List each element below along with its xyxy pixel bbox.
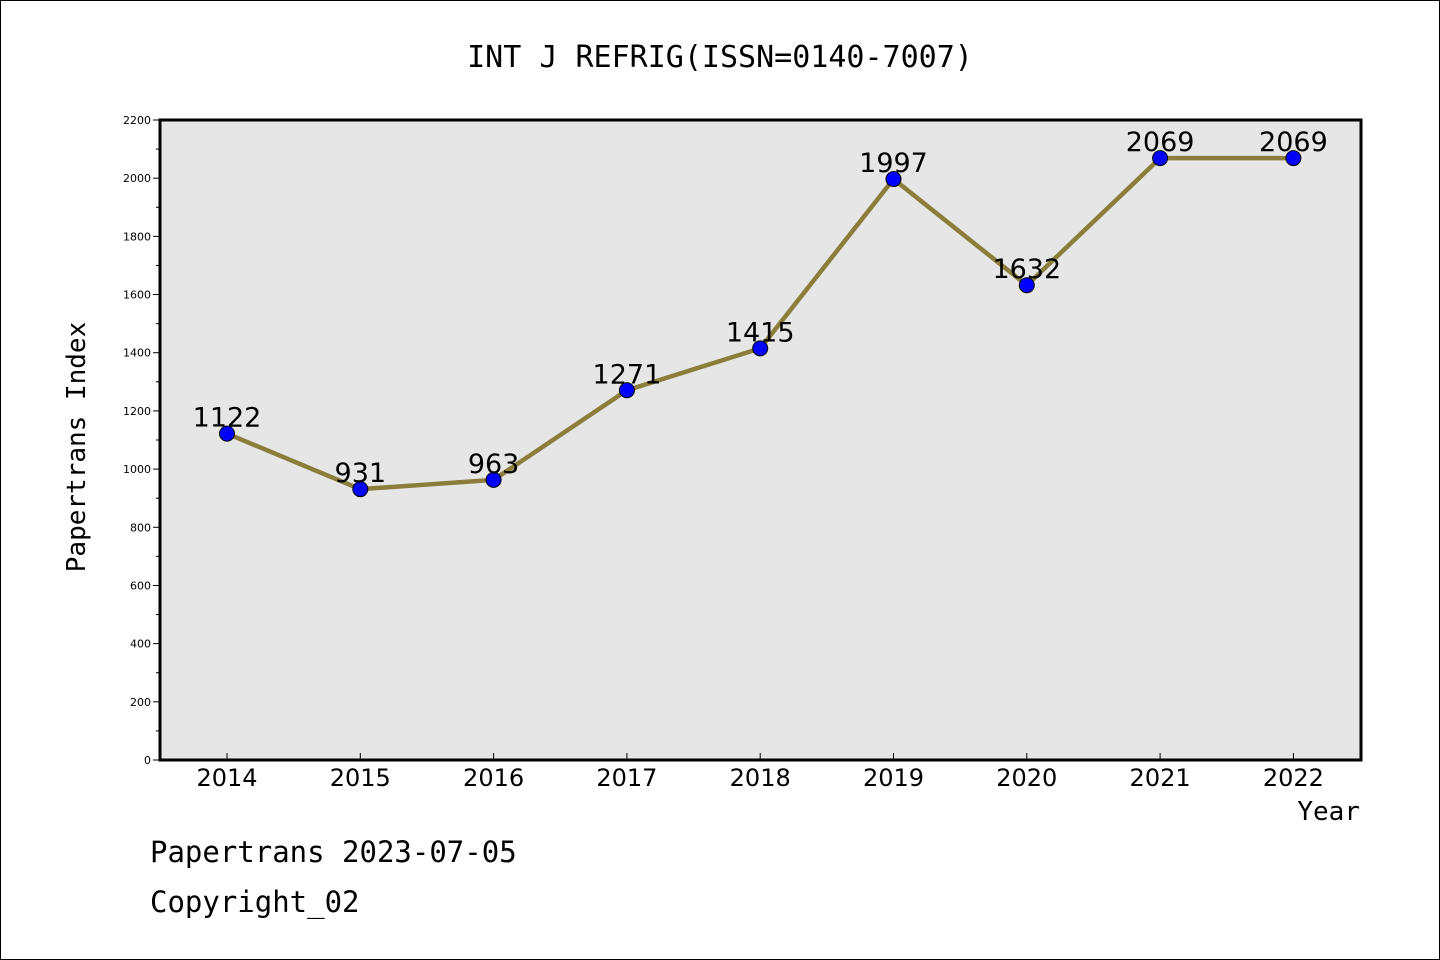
y-tick-label: 2000 [123,172,151,185]
data-label: 2069 [1259,127,1328,158]
x-tick-label: 2020 [996,764,1057,792]
data-point [885,171,902,188]
data-label: 1632 [992,254,1061,285]
data-point [1152,150,1169,167]
y-tick-label: 0 [144,754,151,767]
y-tick-label: 600 [130,579,151,592]
x-axis: 2014 2015 2016 2017 2018 2019 2020 2021 2022 [196,753,1324,792]
data-point [352,481,369,498]
data-point [219,425,235,442]
y-tick-label: 1800 [123,230,151,243]
y-tick-label: 1200 [123,405,151,418]
data-point [485,471,502,488]
y-tick-label: 1000 [123,463,151,476]
x-tick-label: 2021 [1130,764,1191,792]
y-tick-label: 1400 [123,347,151,360]
x-tick-label: 2017 [596,764,657,792]
series-group [219,150,1302,498]
data-label: 2069 [1126,127,1195,158]
data-label: 1271 [593,359,662,390]
y-axis: 0 200 400 600 800 1000 1200 1400 1600 1800 2000 220… [123,114,160,767]
y-tick-label: 1600 [123,289,151,302]
y-tick-label: 800 [130,521,151,534]
data-labels: 1122 931 963 1271 1415 1997 1632 2069 2069 [193,127,1328,489]
x-tick-label: 2014 [196,764,257,792]
data-point [1018,277,1035,294]
data-point [1285,150,1302,167]
y-tick-label: 400 [130,638,151,651]
x-tick-label: 2018 [730,764,791,792]
y-tick-label: 2200 [123,114,151,127]
footer-date: Papertrans 2023-07-05 [150,835,517,869]
data-point [752,340,769,357]
data-label: 1997 [859,148,928,179]
plot-area [158,118,1363,762]
y-axis-label: Papertrans Index [62,322,92,572]
data-point [618,382,635,399]
data-label: 931 [335,458,387,489]
y-tick-label: 200 [130,696,151,709]
x-tick-label: 2016 [463,764,524,792]
chart-title: INT J REFRIG(ISSN=0140-7007) [467,40,973,75]
footer-copyright: Copyright_02 [150,885,360,919]
data-label: 1415 [726,317,795,348]
x-tick-label: 2015 [330,764,391,792]
data-label: 1122 [193,403,262,434]
data-label: 963 [468,449,520,480]
x-tick-label: 2022 [1263,764,1324,792]
x-tick-label: 2019 [863,764,924,792]
x-axis-label: Year [1297,797,1360,827]
